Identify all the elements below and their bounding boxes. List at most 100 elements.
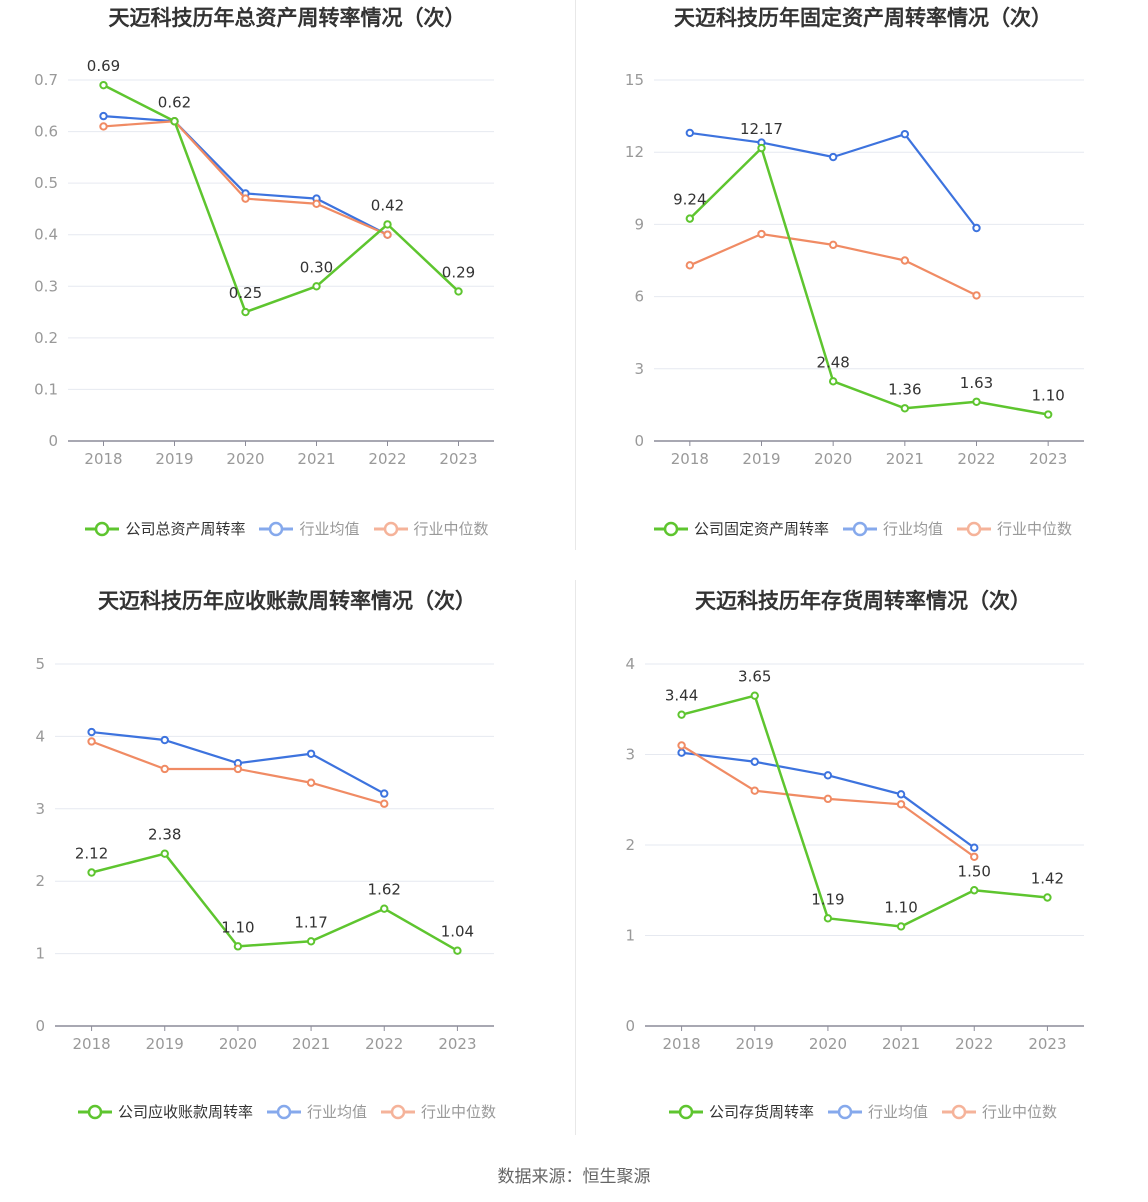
legend-marker-average-icon (259, 521, 294, 536)
data-point-average (972, 223, 981, 233)
y-tick-label: 15 (625, 71, 644, 89)
legend-item-company[interactable]: 公司存货周转率 (668, 1101, 814, 1122)
y-tick-label: 4 (35, 727, 45, 745)
y-tick-label: 5 (35, 655, 45, 673)
legend-item-company[interactable]: 公司固定资产周转率 (653, 518, 829, 539)
data-point-company (383, 220, 392, 229)
data-point-company (896, 922, 906, 931)
data-label: 1.04 (441, 923, 474, 941)
data-point-company (312, 282, 321, 291)
x-tick-label: 2021 (297, 450, 335, 468)
x-tick-label: 2021 (886, 450, 924, 468)
chart-legend: 公司总资产周转率 行业均值 行业中位数 (0, 518, 574, 539)
legend-marker-company-icon (653, 521, 688, 536)
data-point-average (970, 843, 979, 852)
data-point-company (170, 117, 179, 126)
data-point-company (685, 214, 695, 223)
chart-panel-fixed-asset-turnover: 天迈科技历年固定资产周转率情况（次） 0 3 6 9 12 15 2018 2019 2020 2… (576, 0, 1148, 585)
x-tick-label: 2020 (814, 450, 852, 468)
data-point-average (823, 771, 833, 780)
data-point-average (677, 748, 686, 757)
data-label: 0.69 (87, 57, 120, 75)
legend-label-average: 行业均值 (882, 520, 943, 538)
legend-label-average: 行业均值 (867, 1103, 928, 1121)
data-point-median (380, 799, 389, 808)
legend-label-median: 行业中位数 (421, 1103, 497, 1121)
x-tick-label: 2019 (736, 1035, 774, 1053)
legend-item-median[interactable]: 行业中位数 (381, 1101, 496, 1122)
chart-panel-inventory-turnover: 天迈科技历年存货周转率情况（次） 0 1 2 3 4 2018 2019 2020 2021 20… (576, 583, 1148, 1168)
chart-title: 天迈科技历年应收账款周转率情况（次） (98, 589, 476, 613)
data-point-average (750, 757, 759, 766)
x-tick-label: 2023 (1029, 450, 1067, 468)
data-point-company (1043, 410, 1053, 419)
chart-plot: 0 0.1 0.2 0.3 0.4 0.5 0.6 0.7 2018 2019 2020 2021 20… (34, 57, 494, 468)
data-label: 1.36 (888, 380, 921, 398)
data-point-company (972, 397, 981, 406)
data-label: 0.25 (229, 284, 262, 302)
legend-item-average[interactable]: 行业均值 (827, 1101, 928, 1122)
y-tick-label: 1 (625, 927, 635, 945)
data-point-median (306, 778, 316, 787)
legend-item-median[interactable]: 行业中位数 (373, 518, 489, 539)
series-line-company (102, 84, 460, 314)
data-label: 9.24 (673, 191, 706, 209)
data-point-median (677, 741, 686, 750)
data-point-average (160, 735, 169, 745)
chart-legend: 公司固定资产周转率 行业均值 行业中位数 (576, 518, 1148, 539)
legend-item-company[interactable]: 公司应收账款周转率 (77, 1101, 253, 1122)
chart-legend: 公司存货周转率 行业均值 行业中位数 (576, 1101, 1148, 1122)
legend-item-average[interactable]: 行业均值 (266, 1101, 367, 1122)
data-point-median (87, 737, 96, 746)
legend-item-average[interactable]: 行业均值 (259, 518, 360, 539)
x-tick-label: 2018 (671, 450, 709, 468)
x-tick-label: 2022 (368, 450, 406, 468)
y-tick-label: 0.5 (34, 174, 58, 192)
legend-marker-company-icon (77, 1104, 112, 1119)
data-point-median (383, 230, 392, 239)
data-label: 1.10 (1031, 387, 1064, 405)
data-point-median (896, 800, 906, 809)
legend-marker-average-icon (266, 1104, 301, 1119)
data-point-average (896, 790, 906, 799)
chart-plot: 0 3 6 9 12 15 2018 2019 2020 2021 2022 2023 9.24 12.1… (625, 71, 1084, 468)
data-point-company (677, 710, 686, 719)
data-source-note: 数据来源：恒生聚源 (497, 1167, 651, 1187)
y-tick-label: 0.4 (34, 226, 58, 244)
legend-marker-median-icon (957, 521, 991, 536)
data-point-company (87, 868, 96, 877)
x-tick-label: 2021 (292, 1035, 330, 1053)
legend-marker-company-icon (668, 1104, 703, 1119)
x-tick-label: 2023 (439, 450, 477, 468)
y-tick-label: 9 (634, 215, 644, 233)
x-tick-label: 2020 (219, 1035, 257, 1053)
data-point-median (99, 122, 108, 131)
legend-item-median[interactable]: 行业中位数 (957, 518, 1072, 539)
x-tick-label: 2019 (146, 1035, 184, 1053)
x-tick-label: 2022 (955, 1035, 993, 1053)
chart-title: 天迈科技历年固定资产周转率情况（次） (674, 6, 1052, 30)
legend-marker-median-icon (381, 1104, 415, 1119)
data-point-company (99, 80, 108, 90)
x-tick-label: 2023 (438, 1035, 476, 1053)
data-label: 2.38 (148, 826, 181, 844)
x-tick-label: 2022 (957, 450, 995, 468)
legend-item-median[interactable]: 行业中位数 (942, 1101, 1057, 1122)
legend-label-median: 行业中位数 (982, 1103, 1058, 1121)
series-line-company (91, 852, 459, 952)
legend-marker-average-icon (842, 521, 877, 536)
legend-item-average[interactable]: 行业均值 (842, 518, 943, 539)
series-line-company (681, 694, 1048, 928)
y-tick-label: 12 (625, 143, 644, 161)
data-point-median (312, 199, 321, 208)
legend-item-company[interactable]: 公司总资产周转率 (85, 518, 245, 539)
y-tick-label: 6 (634, 288, 644, 306)
y-tick-label: 0 (35, 1017, 45, 1035)
data-label: 12.17 (740, 120, 783, 138)
x-tick-label: 2019 (155, 450, 193, 468)
y-tick-label: 0 (634, 432, 644, 450)
y-tick-label: 0 (48, 432, 58, 450)
data-point-company (453, 946, 462, 955)
data-point-company (750, 691, 759, 700)
legend-label-company: 公司固定资产周转率 (693, 520, 829, 538)
